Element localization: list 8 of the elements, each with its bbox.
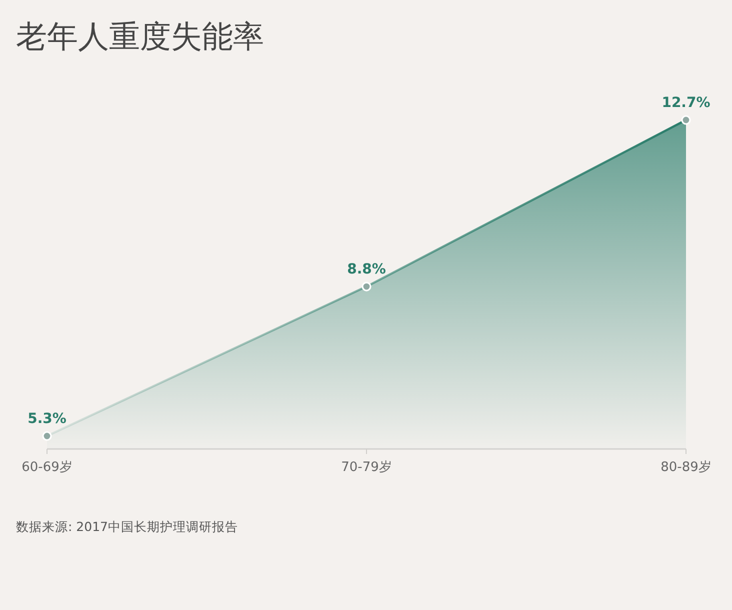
value-label: 5.3% [28,411,66,427]
value-label: 8.8% [347,262,386,278]
x-tick-label: 60-69岁 [22,460,72,475]
value-label: 12.7% [662,95,710,111]
x-tick-label: 80-89岁 [660,460,712,475]
x-tick-label: 70-79岁 [341,460,392,475]
title: 老年人重度失能率 [16,19,264,55]
annotation: 数据来源: 2017中国长期护理调研报告 [16,519,238,534]
